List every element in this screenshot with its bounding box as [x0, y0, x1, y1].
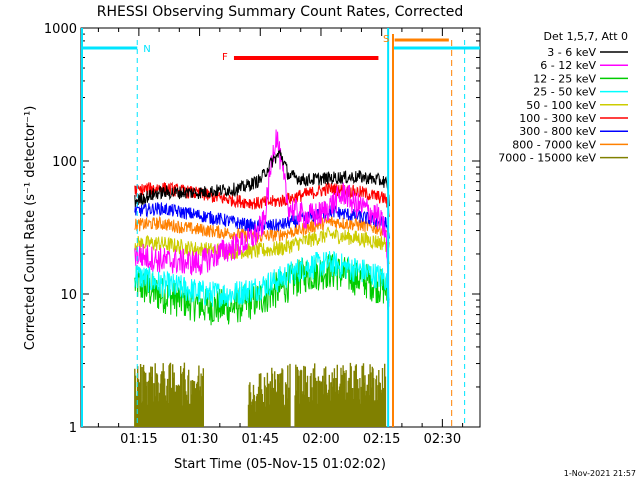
x-tick-label: 02:15 — [363, 432, 400, 447]
y-tick-label: 100 — [52, 155, 77, 170]
x-tick-label: 01:30 — [181, 432, 218, 447]
y-axis-label: Corrected Count Rate (s⁻¹ detector⁻¹) — [23, 106, 38, 351]
legend-label-4: 50 - 100 keV — [526, 99, 596, 112]
series-line-3 — [134, 250, 390, 308]
plot-area: 1 10 100 1000 01:15 01:30 01:45 02:00 02:15 02:30… — [44, 22, 481, 447]
legend-label-7: 800 - 7000 keV — [512, 138, 596, 151]
legend-label-6: 300 - 800 keV — [519, 125, 596, 138]
legend-label-2: 12 - 25 keV — [533, 72, 596, 85]
legend-label-3: 25 - 50 keV — [533, 86, 596, 99]
legend-title: Det 1,5,7, Att 0 — [544, 30, 628, 43]
night-marker-label: N — [143, 44, 150, 55]
chart-title: RHESSI Observing Summary Count Rates, Co… — [97, 4, 463, 20]
legend-label-1: 6 - 12 keV — [540, 59, 596, 72]
saa-marker-label: S — [383, 34, 389, 45]
y-tick-label: 10 — [60, 288, 77, 303]
x-tick-label: 01:45 — [242, 432, 279, 447]
footer-date: 1-Nov-2021 21:57 — [564, 469, 636, 478]
x-tick-label: 02:00 — [302, 432, 339, 447]
y-tick-label: 1 — [69, 421, 77, 436]
y-tick-label: 1000 — [44, 22, 77, 37]
x-axis-label: Start Time (05-Nov-15 01:02:02) — [174, 457, 386, 472]
series-line-0 — [134, 149, 390, 207]
flare-marker-label: F — [222, 52, 228, 63]
x-tick-label: 01:15 — [120, 432, 157, 447]
legend-label-0: 3 - 6 keV — [547, 46, 596, 59]
series-line-7 — [134, 215, 390, 248]
series-line-1 — [134, 129, 390, 307]
series-line-4 — [134, 226, 390, 265]
legend-label-8: 7000 - 15000 keV — [498, 152, 596, 165]
legend-label-5: 100 - 300 keV — [519, 112, 596, 125]
series-line-8 — [134, 362, 387, 427]
x-tick-label: 02:30 — [424, 432, 461, 447]
